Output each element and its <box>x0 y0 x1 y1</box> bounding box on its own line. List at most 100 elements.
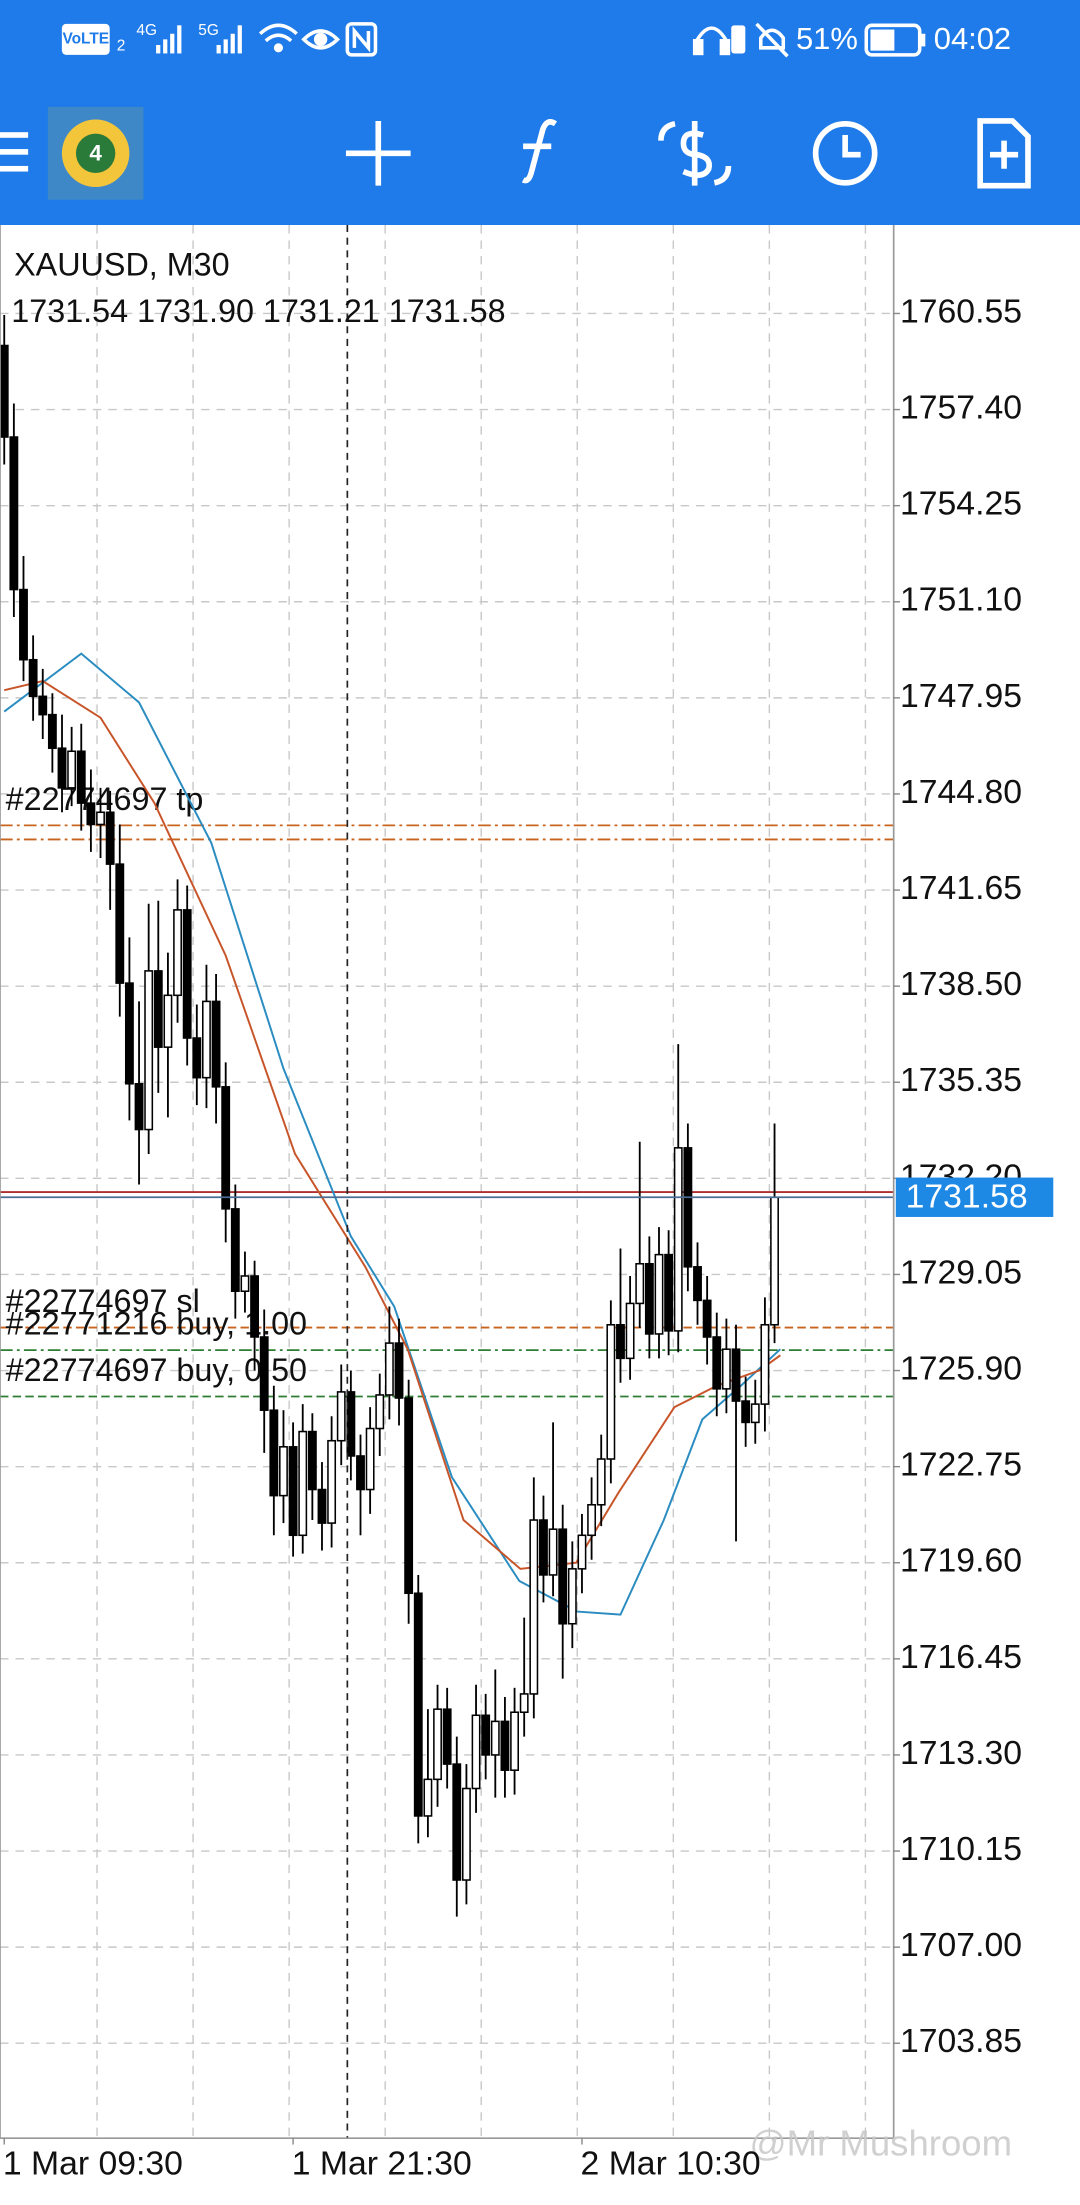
clock: 04:02 <box>934 21 1011 56</box>
candle-body <box>192 1037 202 1079</box>
candle-body <box>336 1391 346 1442</box>
candle-body <box>760 1324 770 1405</box>
svg-text:4: 4 <box>89 141 102 166</box>
candle-body <box>712 1336 722 1390</box>
watermark: @Mr Mushroom <box>750 2123 1013 2164</box>
candle-body <box>307 1430 317 1491</box>
chart-title: XAUUSD, M30 <box>14 247 230 283</box>
headset-icon <box>692 26 731 56</box>
candle-body <box>96 811 105 826</box>
candle-body <box>587 1504 597 1537</box>
candle-body <box>230 1208 240 1293</box>
candle-body <box>86 802 96 826</box>
candle-body <box>442 1708 452 1765</box>
candle-body <box>490 1720 500 1756</box>
moving-average <box>3 652 781 1616</box>
candle-body <box>365 1427 375 1491</box>
y-tick-label: 1722.75 <box>900 1446 1022 1484</box>
candle-body <box>741 1400 751 1424</box>
candle-body <box>250 1275 260 1338</box>
candle-body <box>519 1693 529 1714</box>
y-tick-label: 1703.85 <box>900 2022 1022 2060</box>
y-tick-label: 1710.15 <box>900 1830 1022 1868</box>
y-tick-label: 1751.10 <box>900 581 1022 619</box>
candle-body <box>529 1519 539 1695</box>
ohlc-readout: 1731.54 1731.90 1731.21 1731.58 <box>11 293 505 329</box>
candle-body <box>279 1446 288 1497</box>
candle-body <box>144 970 154 1131</box>
mute-icon <box>755 22 789 58</box>
candle-body <box>721 1348 731 1390</box>
trade-button[interactable] <box>658 120 732 186</box>
candle-body <box>19 588 28 661</box>
candle-body <box>413 1592 423 1817</box>
period-button[interactable] <box>812 120 878 186</box>
wifi-icon <box>258 23 298 53</box>
candle-body <box>500 1720 510 1771</box>
sim-label: 2 <box>117 37 126 54</box>
candle-body <box>0 344 9 438</box>
eye-icon <box>301 29 340 50</box>
menu-button[interactable] <box>0 132 29 172</box>
candle-body <box>211 1000 221 1088</box>
app-logo[interactable]: 4 <box>47 106 144 200</box>
y-tick-label: 1760.55 <box>900 292 1022 330</box>
order-label: #22774697 tp <box>6 781 204 817</box>
candle-body <box>394 1342 404 1399</box>
y-tick-label: 1744.80 <box>900 773 1022 811</box>
crosshair-button[interactable] <box>345 120 411 186</box>
plot-area: #22774697 tp#22774697 sl#22771216 buy, 1… <box>0 312 893 2044</box>
y-tick-label: 1747.95 <box>900 677 1022 715</box>
candle-body <box>240 1275 250 1293</box>
candle-body <box>683 1147 693 1268</box>
nfc-icon <box>345 22 378 57</box>
order-label: #22774697 sl <box>6 1283 200 1319</box>
y-tick-label: 1754.25 <box>900 485 1022 523</box>
candle-body <box>375 1394 385 1430</box>
candle-body <box>673 1147 683 1332</box>
candle-body <box>404 1397 414 1595</box>
candle-body <box>625 1302 635 1360</box>
candle-body <box>654 1253 664 1335</box>
vibrate-icon <box>731 25 746 54</box>
candle-body <box>259 1336 269 1411</box>
candle-body <box>750 1403 760 1424</box>
candle-body <box>510 1711 519 1771</box>
candle-body <box>596 1458 606 1506</box>
new-order-button[interactable] <box>977 118 1031 189</box>
candle-body <box>423 1778 433 1817</box>
candle-body <box>105 811 115 865</box>
y-tick-label: 1713.30 <box>900 1734 1022 1772</box>
network-label: VoLTE <box>62 30 109 47</box>
candle-body <box>606 1324 616 1460</box>
candle-body <box>67 750 77 789</box>
candle-body <box>481 1714 491 1756</box>
candle-body <box>124 982 134 1085</box>
candle-body <box>173 909 182 997</box>
candle-body <box>28 658 38 698</box>
candle-body <box>577 1534 587 1570</box>
candle-body <box>664 1253 674 1332</box>
signal-bars <box>156 25 182 54</box>
y-tick-label: 1741.65 <box>900 869 1022 907</box>
battery-icon <box>864 23 926 57</box>
candle-body <box>461 1787 471 1881</box>
candle-body <box>558 1528 568 1625</box>
candle-body <box>202 1000 211 1079</box>
vertical-grid <box>96 225 867 2138</box>
signal-label: 5G <box>198 22 219 39</box>
y-tick-label: 1716.45 <box>900 1638 1022 1676</box>
candle-body <box>567 1568 577 1625</box>
candle-body <box>153 970 163 1048</box>
candle-body <box>298 1430 308 1537</box>
candle-body <box>539 1519 548 1576</box>
indicators-button[interactable] <box>521 119 558 184</box>
signal-bars <box>216 25 242 54</box>
candle-body <box>115 863 125 984</box>
candle-body <box>644 1262 654 1335</box>
moving-average <box>4 680 781 1570</box>
candle-body <box>616 1324 625 1360</box>
candle-body <box>38 695 48 716</box>
candle-body <box>384 1342 394 1396</box>
